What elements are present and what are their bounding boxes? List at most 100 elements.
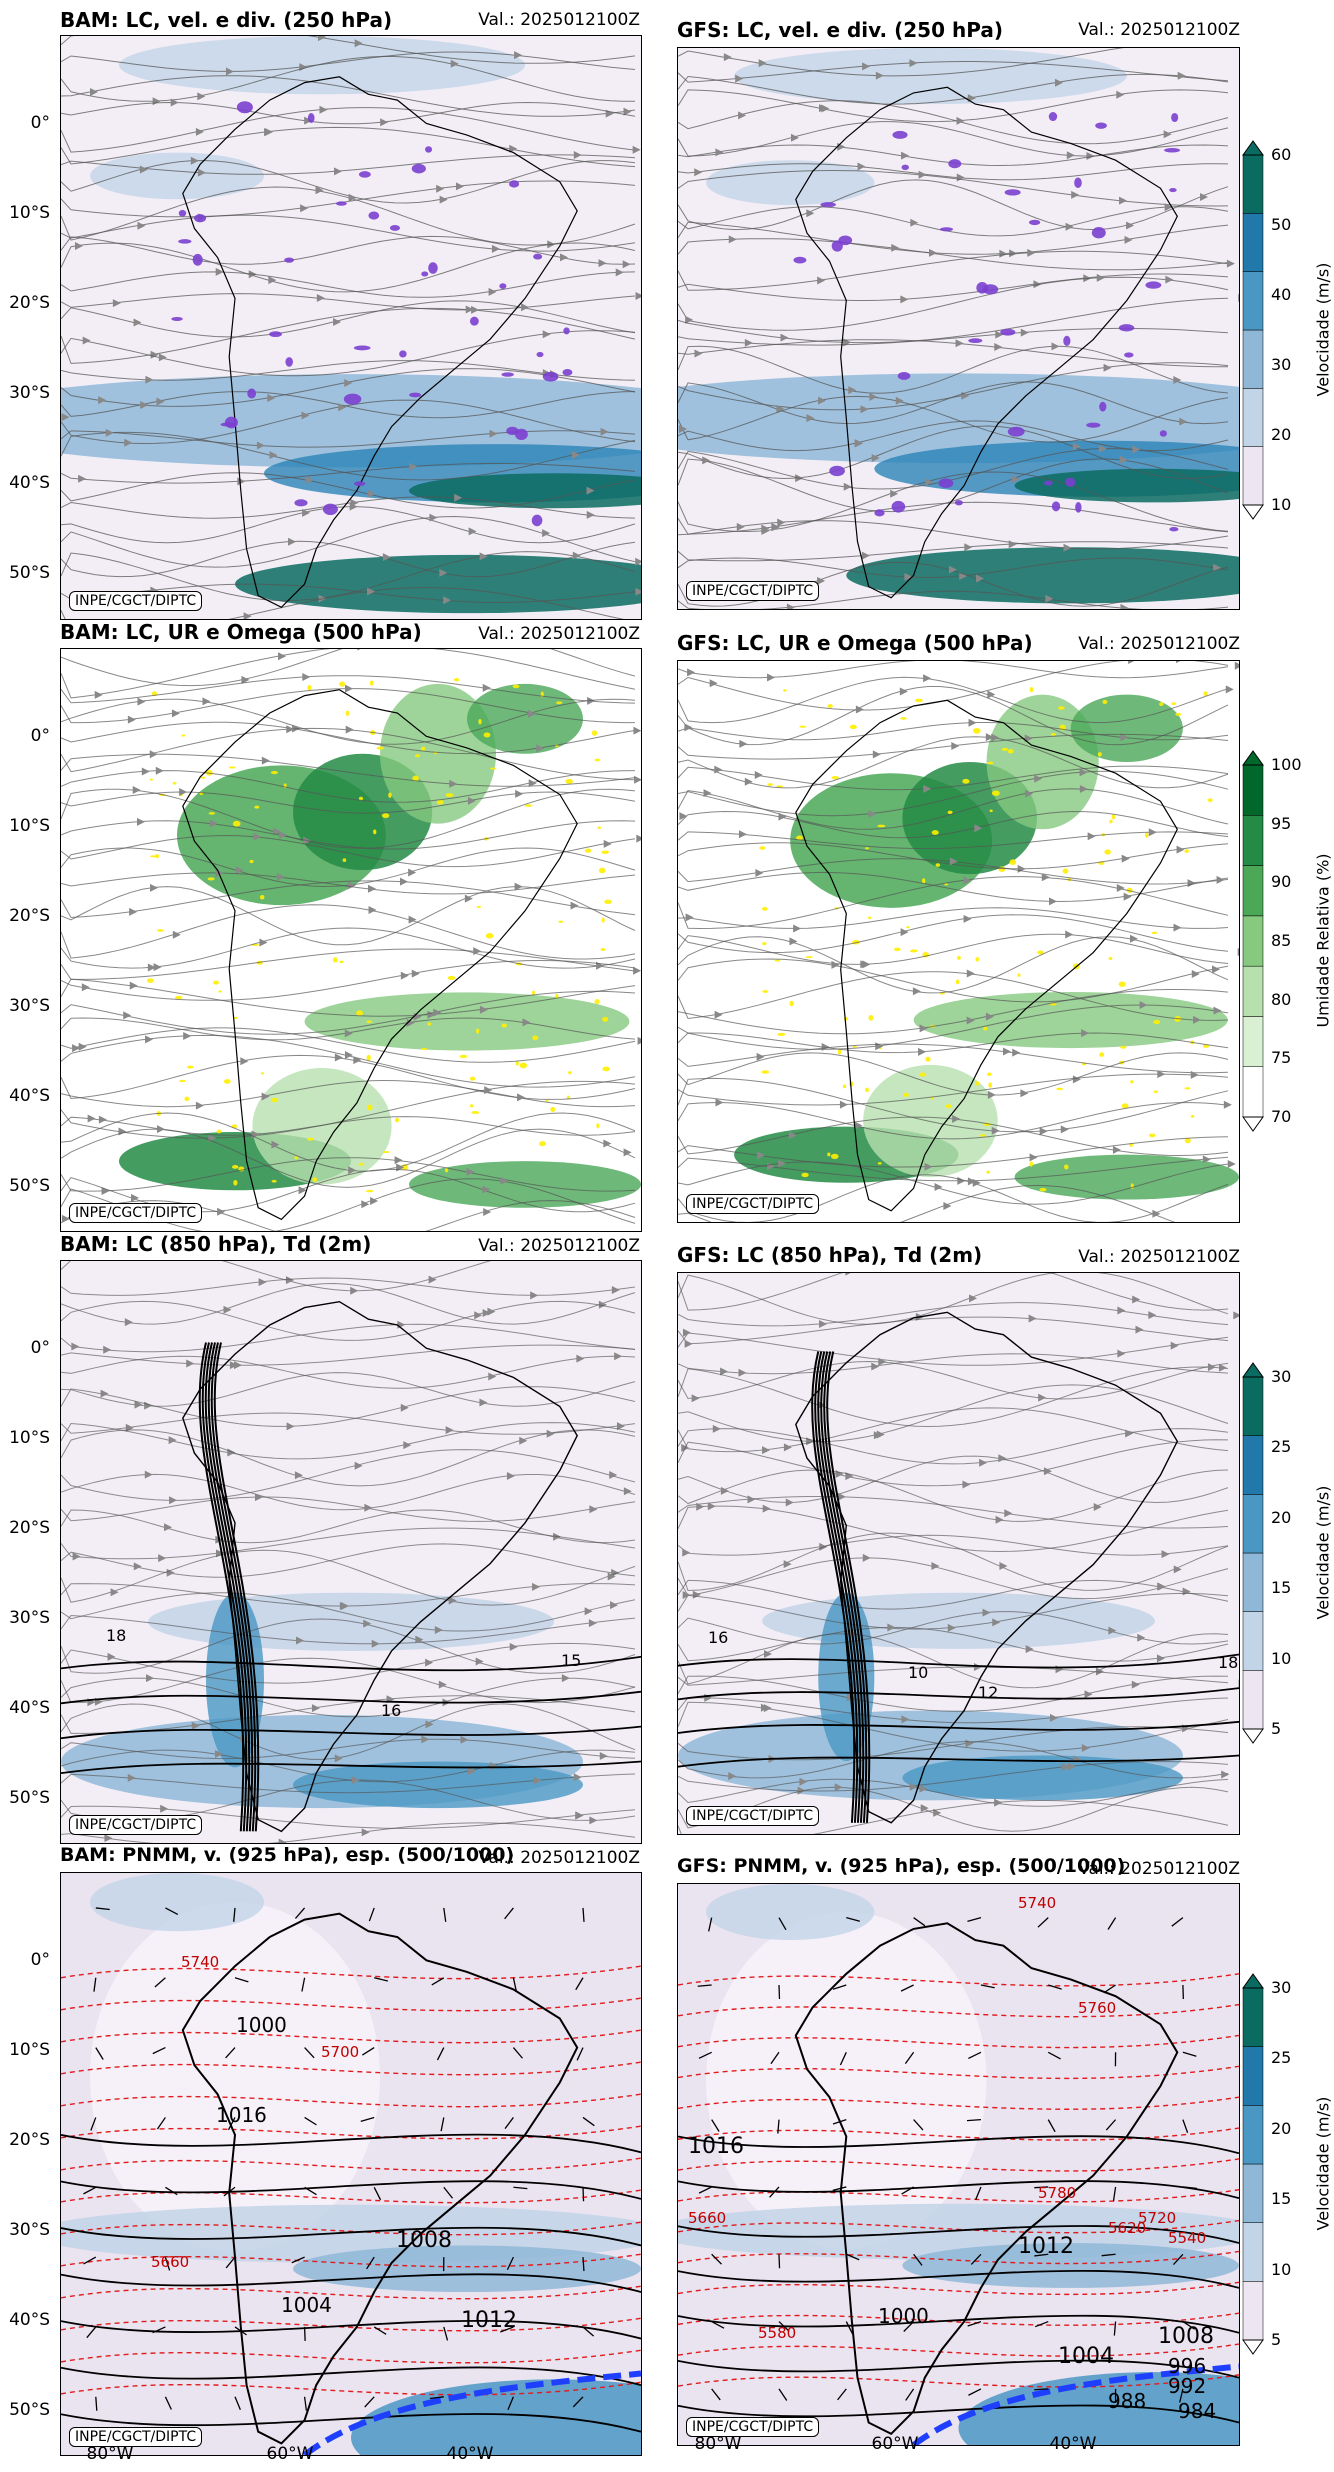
thickness-label: 5780 [1038, 2184, 1077, 2202]
colorbar-tick-label: 15 [1271, 1578, 1292, 1598]
lat-tick-label: 20°S [9, 2130, 50, 2150]
map-panel-bam-250[interactable]: INPE/CGCT/DIPTC [60, 35, 642, 620]
lon-tick-label: 80°W [694, 2434, 742, 2454]
lat-tick-label: 0° [30, 1338, 50, 1358]
td-label: 18 [106, 1626, 127, 1645]
map-panel-gfs-850[interactable]: INPE/CGCT/DIPTC 18 16 12 10 [677, 1272, 1240, 1835]
colorbar-tick-label: 5 [1271, 1719, 1282, 1738]
lon-tick-label: 40°W [1049, 2434, 1097, 2454]
credit-badge: INPE/CGCT/DIPTC [69, 1815, 203, 1835]
colorbar-tick-label: 100 [1271, 755, 1302, 774]
credit-badge: INPE/CGCT/DIPTC [69, 1203, 203, 1223]
td-label: 12 [978, 1683, 999, 1702]
colorbar-tick-label: 85 [1271, 931, 1292, 950]
lat-tick-label: 10°S [9, 816, 50, 836]
credit-badge: INPE/CGCT/DIPTC [686, 1806, 820, 1826]
map-panel-gfs-250[interactable]: INPE/CGCT/DIPTC [677, 47, 1240, 610]
map-panel-gfs-500[interactable]: INPE/CGCT/DIPTC [677, 660, 1240, 1223]
lat-tick-label: 10°S [9, 1428, 50, 1448]
thickness-label: 5760 [1078, 1999, 1117, 2017]
panel-valid-gfs-250: Val.: 2025012100Z [1078, 20, 1240, 40]
colorbar-velocidade-250: 10 20 30 40 50 60 Velocidade (m/s) [1242, 140, 1333, 520]
lat-tick-label: 20°S [9, 906, 50, 926]
thickness-label: 5740 [1018, 1894, 1057, 1912]
panel-title-gfs-850: GFS: LC (850 hPa), Td (2m) [677, 1243, 983, 1267]
colorbar-umidade-500: 70 75 80 85 90 95 100 Umidade Relativa (%) [1242, 750, 1333, 1132]
panel-title-gfs-500: GFS: LC, UR e Omega (500 hPa) [677, 631, 1033, 655]
colorbar-tick-label: 30 [1271, 1367, 1292, 1386]
lat-tick-label: 10°S [9, 2040, 50, 2060]
lat-tick-label: 30°S [9, 1608, 50, 1628]
lat-tick-label: 50°S [9, 563, 50, 583]
panel-valid-bam-850: Val.: 2025012100Z [478, 1236, 640, 1256]
credit-badge: INPE/CGCT/DIPTC [69, 2427, 203, 2447]
panel-valid-bam-500: Val.: 2025012100Z [478, 624, 640, 644]
lon-tick-label: 60°W [871, 2434, 919, 2454]
colorbar-tick-label: 90 [1271, 872, 1292, 892]
panel-title-bam-500: BAM: LC, UR e Omega (500 hPa) [60, 620, 422, 644]
panel-title-gfs-pnmm: GFS: PNMM, v. (925 hPa), esp. (500/1000) [677, 1855, 1126, 1877]
td-label: 10 [908, 1663, 929, 1682]
credit-badge: INPE/CGCT/DIPTC [686, 581, 820, 601]
td-label: 15 [561, 1651, 582, 1670]
thickness-label: 5540 [1168, 2229, 1207, 2247]
isobar-label: 1012 [1018, 2234, 1074, 2259]
lon-tick-label: 80°W [86, 2444, 134, 2464]
colorbar-velocidade-925: 5 10 15 20 25 30 Velocidade (m/s) [1242, 1973, 1333, 2355]
colorbar-tick-label: 15 [1271, 2189, 1292, 2209]
isobar-label: 992 [1168, 2374, 1207, 2398]
lat-tick-label: 40°S [9, 1698, 50, 1718]
lat-tick-label: 0° [30, 726, 50, 746]
panel-valid-gfs-850: Val.: 2025012100Z [1078, 1247, 1240, 1267]
isobar-label: 1004 [281, 2293, 332, 2317]
map-panel-bam-pnmm[interactable]: INPE/CGCT/DIPTC 1008 1012 1004 1016 1000 5740… [60, 1872, 642, 2456]
colorbar-tick-label: 60 [1271, 145, 1292, 164]
isobar-label: 1008 [1158, 2324, 1214, 2349]
panel-title-bam-pnmm: BAM: PNMM, v. (925 hPa), esp. (500/1000) [60, 1844, 515, 1866]
isobar-label: 996 [1168, 2354, 1207, 2378]
colorbar-tick-label: 25 [1271, 1437, 1292, 1457]
isobar-label: 1012 [461, 2308, 517, 2333]
map-panel-bam-500[interactable]: INPE/CGCT/DIPTC [60, 648, 642, 1232]
colorbar-tick-label: 75 [1271, 1048, 1292, 1068]
lat-tick-label: 50°S [9, 1176, 50, 1196]
lon-tick-label: 40°W [446, 2444, 494, 2464]
map-panel-bam-850[interactable]: INPE/CGCT/DIPTC 18 16 15 [60, 1260, 642, 1844]
colorbar-tick-label: 80 [1271, 989, 1292, 1009]
credit-badge: INPE/CGCT/DIPTC [686, 2417, 820, 2437]
panel-valid-gfs-pnmm: Val.: 2025012100Z [1078, 1859, 1240, 1879]
lat-tick-label: 10°S [9, 203, 50, 223]
lat-tick-label: 50°S [9, 2400, 50, 2420]
colorbar-tick-label: 10 [1271, 1648, 1292, 1668]
colorbar-label: Velocidade (m/s) [1313, 262, 1333, 397]
map-panel-gfs-pnmm[interactable]: INPE/CGCT/DIPTC 1016 1012 1008 1004 1000 996 9… [677, 1883, 1240, 2446]
colorbar-tick-label: 5 [1271, 2330, 1282, 2349]
isobar-label: 984 [1178, 2399, 1217, 2423]
isobar-label: 988 [1108, 2389, 1147, 2413]
credit-badge: INPE/CGCT/DIPTC [686, 1194, 820, 1214]
thickness-label: 5720 [1138, 2209, 1177, 2227]
panel-title-bam-850: BAM: LC (850 hPa), Td (2m) [60, 1232, 372, 1256]
colorbar-tick-label: 30 [1271, 355, 1292, 374]
panel-valid-bam-pnmm: Val.: 2025012100Z [478, 1848, 640, 1868]
lat-tick-label: 50°S [9, 1788, 50, 1808]
panel-title-bam-250: BAM: LC, vel. e div. (250 hPa) [60, 8, 393, 32]
lon-tick-label: 60°W [266, 2444, 314, 2464]
td-label: 18 [1218, 1653, 1239, 1672]
td-label: 16 [381, 1701, 402, 1720]
panel-valid-bam-250: Val.: 2025012100Z [478, 10, 640, 30]
lat-tick-label: 30°S [9, 2220, 50, 2240]
thickness-label: 5580 [758, 2324, 797, 2342]
thickness-label: 5740 [181, 1953, 220, 1971]
lat-tick-label: 40°S [9, 473, 50, 493]
isobar-label: 1016 [216, 2103, 267, 2127]
colorbar-tick-label: 10 [1271, 2259, 1292, 2279]
td-label: 16 [708, 1628, 729, 1647]
panel-title-gfs-250: GFS: LC, vel. e div. (250 hPa) [677, 18, 1003, 42]
colorbar-velocidade-850: 5 10 15 20 25 30 Velocidade (m/s) [1242, 1362, 1333, 1744]
lat-tick-label: 0° [30, 113, 50, 133]
colorbar-tick-label: 20 [1271, 2118, 1292, 2138]
isobar-label: 1016 [688, 2134, 744, 2159]
thickness-label: 5660 [151, 2253, 190, 2271]
credit-badge: INPE/CGCT/DIPTC [69, 591, 203, 611]
